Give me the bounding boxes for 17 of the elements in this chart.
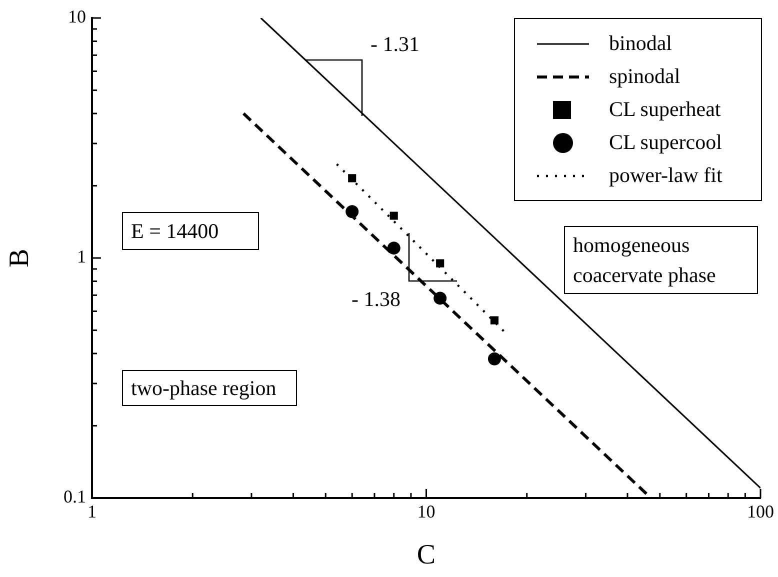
y-tick-label: 1 — [77, 246, 86, 267]
annotation: homogeneous coacervate phase — [564, 226, 758, 294]
annotation: - 1.38 — [350, 286, 402, 313]
annotation: two-phase region — [122, 370, 297, 406]
legend-label: power-law fit — [609, 163, 722, 188]
annotation: E = 14400 — [122, 212, 259, 250]
x-tick-label: 100 — [747, 502, 774, 522]
annotation: - 1.31 — [370, 31, 420, 58]
legend-label: CL superheat — [609, 97, 721, 122]
y-tick-label: 0.1 — [64, 486, 86, 507]
y-tick-label: 10 — [68, 6, 86, 27]
legend-label: spinodal — [609, 64, 680, 89]
x-axis-title: C — [416, 540, 436, 571]
y-axis-title: B — [4, 248, 36, 268]
x-tick-label: 10 — [417, 502, 436, 522]
legend-label: CL supercool — [609, 130, 722, 155]
legend-label: binodal — [609, 31, 672, 56]
